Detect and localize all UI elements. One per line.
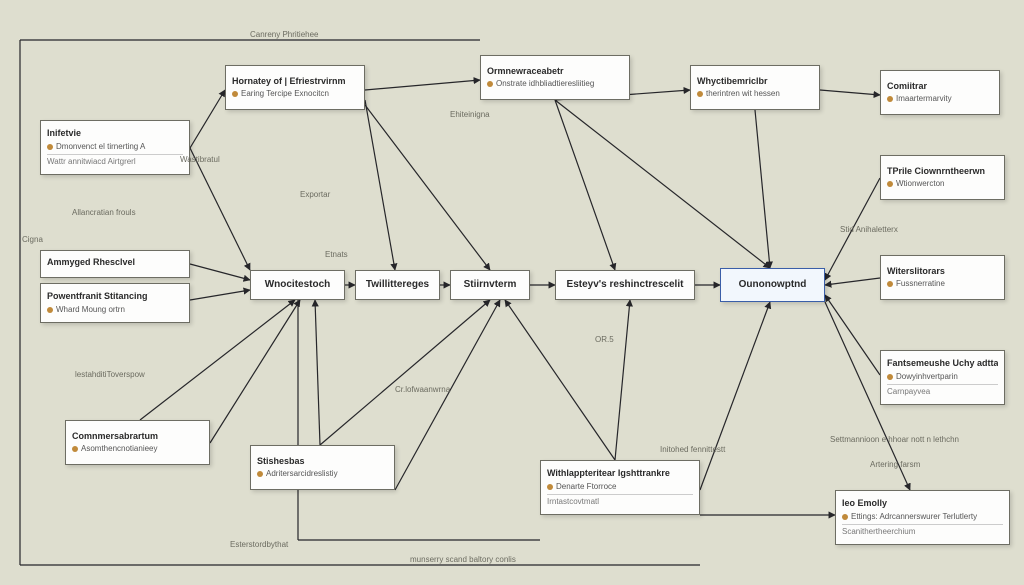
node-n10[interactable]: Fantsemeushe Uchy adttar Dowyinhvertparin… bbox=[880, 350, 1005, 405]
annotation-label: Initohed fennittestt bbox=[660, 445, 725, 454]
node-sub2: Carnpayvea bbox=[887, 384, 998, 397]
node-sub: Fussnerratine bbox=[896, 279, 945, 288]
node-title: Whyctibemriclbr bbox=[697, 76, 813, 87]
edge bbox=[365, 80, 480, 90]
edge bbox=[210, 300, 300, 443]
node-title: Witerslitorars bbox=[887, 266, 998, 277]
node-sub: Adritersarcidreslistiy bbox=[266, 469, 338, 478]
annotation-label: Esterstordbythat bbox=[230, 540, 288, 549]
node-c1[interactable]: Wnocitestoch bbox=[250, 270, 345, 300]
node-sub: Imaartermarvity bbox=[896, 94, 952, 103]
node-title: Inifetvie bbox=[47, 128, 183, 139]
annotation-label: Cigna bbox=[22, 235, 43, 244]
node-title: Fantsemeushe Uchy adttar bbox=[887, 358, 998, 369]
annotation-label: Wastibratul bbox=[180, 155, 220, 164]
node-n9[interactable]: Witerslitorars Fussnerratine bbox=[880, 255, 1005, 300]
edge bbox=[555, 100, 770, 268]
edge bbox=[365, 100, 395, 270]
annotation-label: Exportar bbox=[300, 190, 330, 199]
node-n12[interactable]: Stishesbas Adritersarcidreslistiy bbox=[250, 445, 395, 490]
node-sub: Ettings: Adrcannerswurer Terlutlerty bbox=[851, 512, 977, 521]
node-c5[interactable]: Ounonowptnd bbox=[720, 268, 825, 302]
node-c4[interactable]: Esteyv's reshinctrescelit bbox=[555, 270, 695, 300]
edge bbox=[755, 110, 770, 268]
edge bbox=[190, 148, 250, 270]
annotation-label: Canreny Phritiehee bbox=[250, 30, 318, 39]
node-title: TPrile Ciownrntheerwn bbox=[887, 166, 998, 177]
node-title: Powentfranit Stitancing bbox=[47, 291, 183, 302]
edge bbox=[315, 300, 320, 445]
node-n6[interactable]: Ammyged Rhesclvel bbox=[40, 250, 190, 278]
node-sub: Earing Tercipe Exnocitcn bbox=[241, 89, 329, 98]
node-sub: Wtionwercton bbox=[896, 179, 944, 188]
edge bbox=[365, 105, 490, 270]
node-label: Twillittereges bbox=[366, 279, 429, 292]
edge bbox=[555, 100, 615, 270]
node-c2[interactable]: Twillittereges bbox=[355, 270, 440, 300]
node-label: Ounonowptnd bbox=[739, 279, 807, 292]
annotation-label: Stid Anihaletterx bbox=[840, 225, 898, 234]
edge bbox=[825, 295, 880, 375]
node-sub: Asomthencnotianieey bbox=[81, 444, 158, 453]
node-n7[interactable]: Powentfranit Stitancing Whard Moung ortrn bbox=[40, 283, 190, 323]
annotation-label: OR.5 bbox=[595, 335, 614, 344]
node-n4[interactable]: Whyctibemriclbr therintren wit hessen bbox=[690, 65, 820, 110]
edge bbox=[320, 300, 490, 445]
node-sub2: Scanithertheerchium bbox=[842, 524, 1003, 537]
edge bbox=[700, 302, 770, 490]
node-title: Withlappteritear Igshttrankre bbox=[547, 468, 693, 479]
edge bbox=[825, 278, 880, 285]
edge bbox=[190, 264, 250, 280]
node-n11[interactable]: Comnmersabrartum Asomthencnotianieey bbox=[65, 420, 210, 465]
node-sub: therintren wit hessen bbox=[706, 89, 780, 98]
node-sub: Denarte Ftorroce bbox=[556, 482, 616, 491]
edge bbox=[820, 90, 880, 95]
edge bbox=[615, 300, 630, 460]
node-title: Comiitrar bbox=[887, 81, 993, 92]
node-label: Esteyv's reshinctrescelit bbox=[567, 279, 684, 292]
node-label: Wnocitestoch bbox=[265, 279, 331, 292]
node-sub: Onstrate idhbliadtieresliitieg bbox=[496, 79, 594, 88]
node-sub: Whard Moung ortrn bbox=[56, 305, 125, 314]
node-n14[interactable]: Ieo Emolly Ettings: Adrcannerswurer Terlu… bbox=[835, 490, 1010, 545]
node-n3[interactable]: Ormnewraceabetr Onstrate idhbliadtieresli… bbox=[480, 55, 630, 100]
edge bbox=[505, 300, 615, 460]
annotation-label: Artering farsm bbox=[870, 460, 920, 469]
edge bbox=[395, 300, 500, 490]
annotation-label: munserry scand baltory conlis bbox=[410, 555, 516, 564]
node-title: Ieo Emolly bbox=[842, 498, 1003, 509]
node-title: Comnmersabrartum bbox=[72, 431, 203, 442]
node-n5[interactable]: Comiitrar Imaartermarvity bbox=[880, 70, 1000, 115]
node-sub: Dowyinhvertparin bbox=[896, 372, 958, 381]
node-n8[interactable]: TPrile Ciownrntheerwn Wtionwercton bbox=[880, 155, 1005, 200]
annotation-label: Settmannioon e hhoar nott n lethchn bbox=[830, 435, 959, 444]
node-label: Stiirnvterm bbox=[464, 279, 517, 292]
diagram-canvas: Inifetvie Dmonvenct el tirnerting A Wattr … bbox=[0, 0, 1024, 585]
annotation-label: Etnats bbox=[325, 250, 348, 259]
node-sub: Dmonvenct el tirnerting A bbox=[56, 142, 145, 151]
edge bbox=[190, 90, 225, 148]
annotation-label: Ehiteinigna bbox=[450, 110, 490, 119]
node-n2[interactable]: Hornatey of | Efriestrvirnm Earing Tercip… bbox=[225, 65, 365, 110]
node-c3[interactable]: Stiirnvterm bbox=[450, 270, 530, 300]
node-title: Stishesbas bbox=[257, 456, 388, 467]
annotation-label: lestahditiToverspow bbox=[75, 370, 145, 379]
annotation-label: Cr.lofwaanwrna bbox=[395, 385, 450, 394]
node-sub2: Wattr annitwiacd Airtgrerl bbox=[47, 154, 183, 167]
node-n1[interactable]: Inifetvie Dmonvenct el tirnerting A Wattr … bbox=[40, 120, 190, 175]
annotation-label: Allancratian frouls bbox=[72, 208, 136, 217]
edge bbox=[190, 290, 250, 300]
node-title: Hornatey of | Efriestrvirnm bbox=[232, 76, 358, 87]
node-sub2: Irntastcovtmatl bbox=[547, 494, 693, 507]
node-title: Ammyged Rhesclvel bbox=[47, 257, 183, 268]
node-n13[interactable]: Withlappteritear Igshttrankre Denarte Fto… bbox=[540, 460, 700, 515]
node-title: Ormnewraceabetr bbox=[487, 66, 623, 77]
